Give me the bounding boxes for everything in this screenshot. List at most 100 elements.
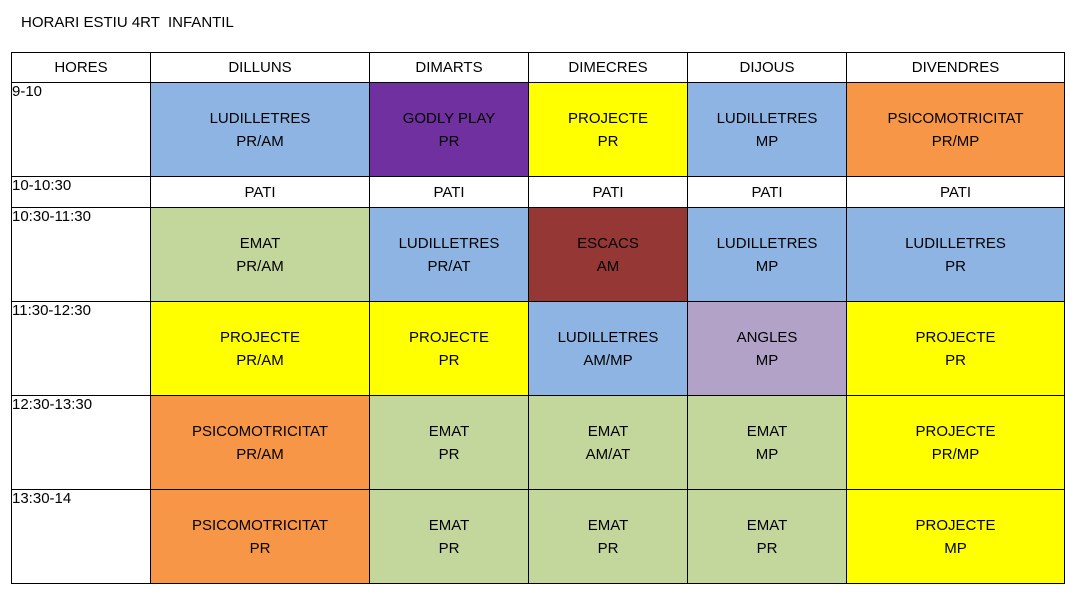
activity-name: ANGLES <box>736 328 798 346</box>
schedule-cell-wednesday: PROJECTE PR <box>528 82 688 177</box>
activity-name: EMAT <box>746 422 788 440</box>
activity-name: EMAT <box>587 422 629 440</box>
activity-name: EMAT <box>746 516 788 534</box>
schedule-cell-monday: PROJECTE PR/AM <box>150 301 370 396</box>
schedule-cell-thursday: LUDILLETRES MP <box>687 207 847 302</box>
schedule-cell-thursday: PATI <box>687 176 847 208</box>
schedule-cell-friday: LUDILLETRES PR <box>846 207 1065 302</box>
page-title: HORARI ESTIU 4RT INFANTIL <box>21 14 234 31</box>
activity-teachers: PR <box>945 351 966 369</box>
schedule-cell-wednesday: EMAT AM/AT <box>528 395 688 490</box>
activity-name: PATI <box>433 183 465 201</box>
activity-name: ESCACS <box>577 234 639 252</box>
activity-name: EMAT <box>239 234 281 252</box>
time-slot-label: 11:30-12:30 <box>11 301 151 396</box>
schedule-cell-thursday: EMAT MP <box>687 395 847 490</box>
schedule-cell-wednesday: PATI <box>528 176 688 208</box>
activity-teachers: PR/AM <box>236 132 284 150</box>
header-hours: HORES <box>11 52 151 83</box>
schedule-cell-thursday: ANGLES MP <box>687 301 847 396</box>
activity-name: LUDILLETRES <box>716 109 818 127</box>
activity-name: LUDILLETRES <box>398 234 500 252</box>
schedule-cell-thursday: LUDILLETRES MP <box>687 82 847 177</box>
activity-teachers: PR <box>438 351 460 369</box>
activity-name: PATI <box>751 183 783 201</box>
activity-teachers: PR <box>438 539 460 557</box>
schedule-cell-wednesday: EMAT PR <box>528 489 688 584</box>
schedule-cell-tuesday: EMAT PR <box>369 395 529 490</box>
schedule-cell-friday: PROJECTE PR <box>846 301 1065 396</box>
activity-name: LUDILLETRES <box>905 234 1006 252</box>
activity-teachers: PR <box>597 539 619 557</box>
schedule-table: HORES DILLUNS DIMARTS DIMECRES DIJOUS DI… <box>11 52 1065 584</box>
schedule-cell-monday: EMAT PR/AM <box>150 207 370 302</box>
schedule-cell-thursday: EMAT PR <box>687 489 847 584</box>
activity-teachers: PR <box>438 445 460 463</box>
table-row: 10-10:30 PATI PATI PATI PATI PATI <box>11 176 1065 208</box>
activity-name: PATI <box>592 183 624 201</box>
activity-teachers: PR/MP <box>931 132 980 150</box>
header-monday: DILLUNS <box>150 52 370 83</box>
activity-teachers: AM <box>596 257 620 275</box>
activity-teachers: MP <box>755 257 779 275</box>
activity-teachers: PR <box>438 132 460 150</box>
activity-name: EMAT <box>428 422 470 440</box>
activity-name: LUDILLETRES <box>557 328 659 346</box>
schedule-cell-monday: PATI <box>150 176 370 208</box>
schedule-cell-wednesday: LUDILLETRES AM/MP <box>528 301 688 396</box>
header-thursday: DIJOUS <box>687 52 847 83</box>
activity-teachers: AM/MP <box>583 351 633 369</box>
activity-teachers: PR <box>945 257 966 275</box>
activity-teachers: PR/AM <box>236 445 284 463</box>
activity-name: EMAT <box>587 516 629 534</box>
time-slot-label: 9-10 <box>11 82 151 177</box>
schedule-body: 9-10 LUDILLETRES PR/AM GODLY PLAY PR PROJECTE… <box>11 82 1065 584</box>
activity-teachers: PR/AM <box>236 351 284 369</box>
table-row: 13:30-14 PSICOMOTRICITAT PR EMAT PR EMAT PR EMA… <box>11 489 1065 584</box>
activity-teachers: MP <box>755 351 779 369</box>
schedule-cell-tuesday: PATI <box>369 176 529 208</box>
time-slot-label: 10-10:30 <box>11 176 151 208</box>
activity-teachers: PR <box>249 539 271 557</box>
schedule-cell-friday: PATI <box>846 176 1065 208</box>
activity-name: GODLY PLAY <box>402 109 496 127</box>
table-row: 10:30-11:30 EMAT PR/AM LUDILLETRES PR/AT ESCA… <box>11 207 1065 302</box>
activity-name: PROJECTE <box>915 516 996 534</box>
schedule-cell-wednesday: ESCACS AM <box>528 207 688 302</box>
activity-name: PSICOMOTRICITAT <box>191 422 329 440</box>
schedule-cell-monday: LUDILLETRES PR/AM <box>150 82 370 177</box>
time-slot-label: 13:30-14 <box>11 489 151 584</box>
activity-teachers: PR <box>597 132 619 150</box>
schedule-cell-friday: PROJECTE MP <box>846 489 1065 584</box>
activity-name: PROJECTE <box>915 422 996 440</box>
activity-teachers: PR/MP <box>931 445 980 463</box>
activity-name: PROJECTE <box>408 328 489 346</box>
schedule-cell-friday: PSICOMOTRICITAT PR/MP <box>846 82 1065 177</box>
activity-name: EMAT <box>428 516 470 534</box>
schedule-cell-tuesday: LUDILLETRES PR/AT <box>369 207 529 302</box>
activity-name: PSICOMOTRICITAT <box>191 516 329 534</box>
time-slot-label: 12:30-13:30 <box>11 395 151 490</box>
activity-name: PATI <box>939 183 972 201</box>
header-tuesday: DIMARTS <box>369 52 529 83</box>
activity-teachers: PR/AM <box>236 257 284 275</box>
activity-teachers: PR <box>756 539 778 557</box>
activity-teachers: PR/AT <box>427 257 471 275</box>
header-friday: DIVENDRES <box>846 52 1065 83</box>
schedule-cell-friday: PROJECTE PR/MP <box>846 395 1065 490</box>
schedule-cell-tuesday: PROJECTE PR <box>369 301 529 396</box>
header-wednesday: DIMECRES <box>528 52 688 83</box>
schedule-cell-monday: PSICOMOTRICITAT PR <box>150 489 370 584</box>
activity-name: PROJECTE <box>219 328 300 346</box>
activity-name: PROJECTE <box>567 109 648 127</box>
table-row: 9-10 LUDILLETRES PR/AM GODLY PLAY PR PROJECTE… <box>11 82 1065 177</box>
activity-name: PROJECTE <box>915 328 996 346</box>
activity-teachers: MP <box>755 132 779 150</box>
activity-name: PSICOMOTRICITAT <box>887 109 1024 127</box>
activity-teachers: AM/AT <box>585 445 631 463</box>
table-row: 12:30-13:30 PSICOMOTRICITAT PR/AM EMAT PR EMA… <box>11 395 1065 490</box>
table-row: 11:30-12:30 PROJECTE PR/AM PROJECTE PR LUDILL… <box>11 301 1065 396</box>
activity-name: PATI <box>244 183 276 201</box>
activity-name: LUDILLETRES <box>209 109 311 127</box>
activity-name: LUDILLETRES <box>716 234 818 252</box>
